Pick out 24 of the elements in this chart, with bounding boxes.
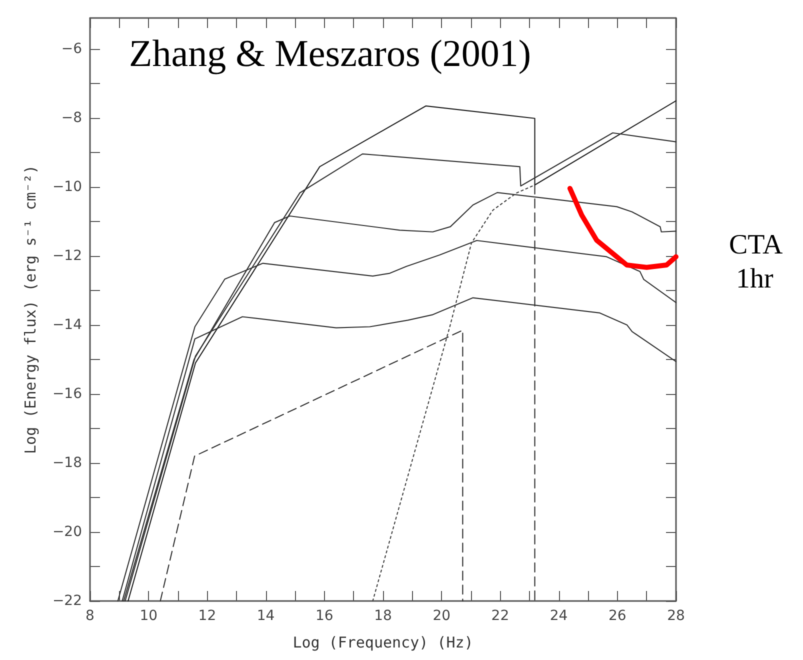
x-tick-label: 18 <box>374 608 392 624</box>
y-tick-label: −10 <box>52 179 82 196</box>
x-tick-label: 12 <box>198 608 216 624</box>
series-label: CTA 1hr <box>729 230 784 294</box>
x-tick-label: 8 <box>86 608 94 624</box>
x-axis-title: Log (Frequency) (Hz) <box>292 634 474 652</box>
chart-title: Zhang & Meszaros (2001) <box>129 33 532 75</box>
x-tick-label: 24 <box>550 608 568 624</box>
x-tick-label: 16 <box>315 608 334 624</box>
y-tick-label: −22 <box>52 593 82 609</box>
y-tick-label: −12 <box>52 248 82 264</box>
x-tick-label: 10 <box>140 608 158 624</box>
y-tick-label: −16 <box>52 386 82 402</box>
x-tick-label: 22 <box>491 608 510 624</box>
x-tick-label: 20 <box>432 608 451 624</box>
x-tick-label: 28 <box>667 608 685 624</box>
y-tick-label: −8 <box>61 110 82 126</box>
y-tick-label: −20 <box>52 524 82 540</box>
x-tick-label: 14 <box>256 608 275 624</box>
x-tick-label: 26 <box>608 608 626 624</box>
y-tick-label: −6 <box>61 41 82 58</box>
y-tick-label: −18 <box>52 455 82 472</box>
y-tick-label: −14 <box>52 317 82 334</box>
y-axis-title: Log (Energy flux) (erg s⁻¹ cm⁻²) <box>22 165 40 454</box>
